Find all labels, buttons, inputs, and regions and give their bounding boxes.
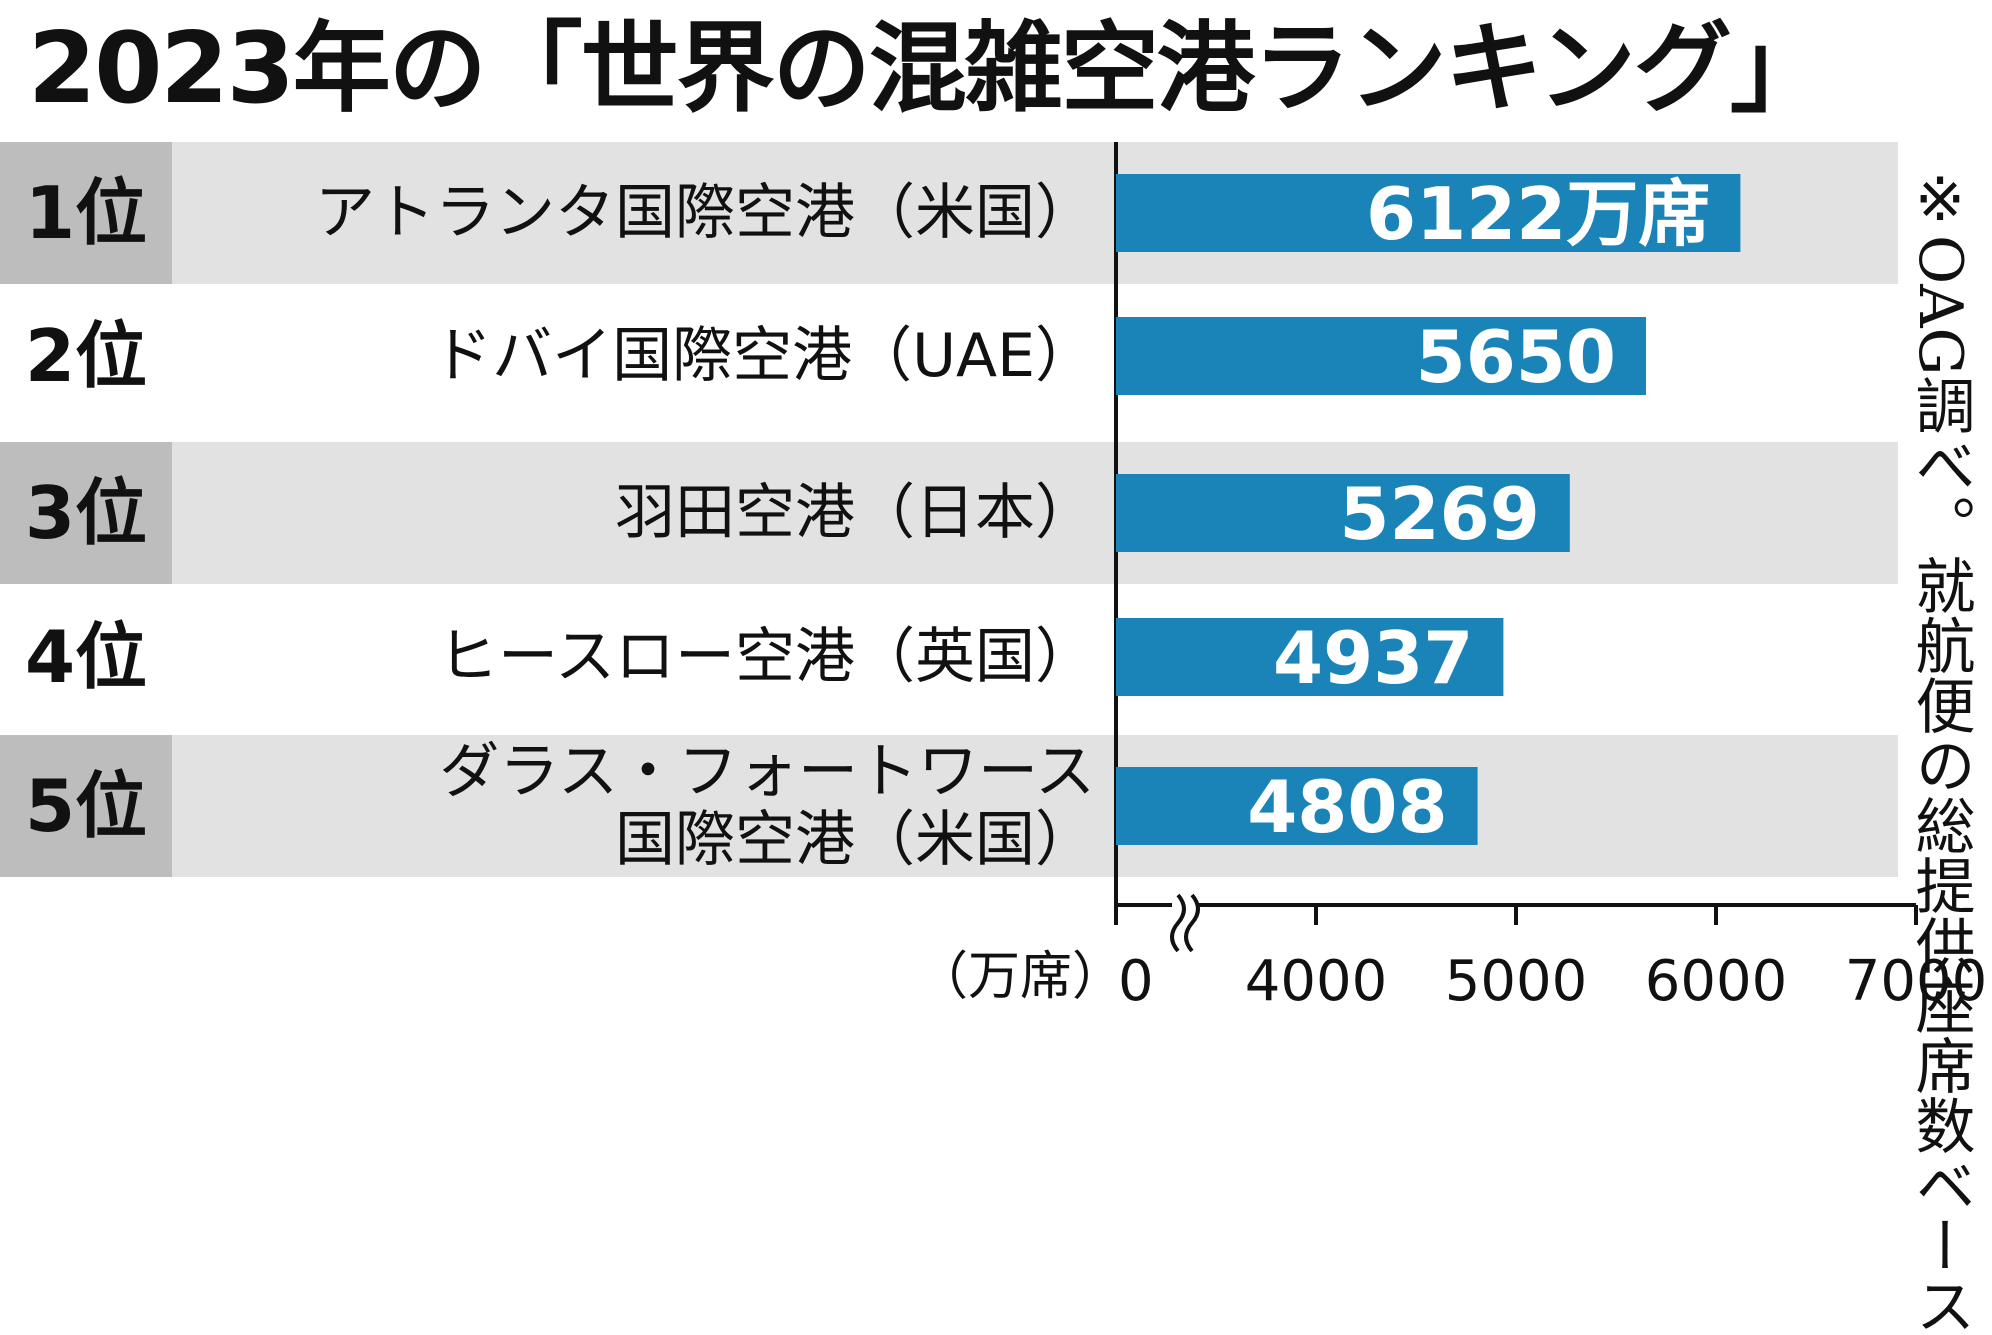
x-tick-label: 5000 xyxy=(1445,949,1588,1014)
rank-label: 2位 xyxy=(24,314,148,398)
source-note: ※OAG調べ。就航便の総提供座席数ベース xyxy=(1905,165,1975,1335)
airport-name: ヒースロー空港（英国） xyxy=(180,586,1095,728)
axis-break-mark xyxy=(1184,893,1200,953)
airport-name: アトランタ国際空港（米国） xyxy=(180,142,1095,284)
x-tick-label: 0 xyxy=(1118,949,1154,1014)
x-tick-label: 4000 xyxy=(1245,949,1388,1014)
bar xyxy=(1116,618,1504,696)
bar-value-label: 6122万席 xyxy=(1366,172,1710,256)
bar-chart: 6122万席 5650 5269 4937 4808 0 4000 5000 6000 7000 xyxy=(1114,142,1988,1014)
rank-label: 1位 xyxy=(0,142,172,284)
x-tick-label: 7000 xyxy=(1845,949,1988,1014)
airport-name: ドバイ国際空港（UAE） xyxy=(180,285,1095,427)
airport-name-line: ヒースロー空港（英国） xyxy=(438,622,1095,692)
x-tick-label: 6000 xyxy=(1645,949,1788,1014)
unit-label: （万席） xyxy=(916,947,1125,1007)
row-background xyxy=(0,735,1898,877)
bar xyxy=(1116,317,1646,395)
airport-name-line: ドバイ国際空港（UAE） xyxy=(432,321,1095,391)
airport-name-line: アトランタ国際空港（米国） xyxy=(315,178,1095,248)
bar xyxy=(1116,767,1478,845)
airport-name-line: 羽田空港（日本） xyxy=(615,478,1095,548)
rank-label: 5位 xyxy=(0,735,172,877)
rank-label: 4位 xyxy=(24,615,148,699)
airport-name: ダラス・フォートワース 国際空港（米国） xyxy=(180,735,1095,877)
airport-name-line: 国際空港（米国） xyxy=(615,805,1095,875)
bar xyxy=(1116,474,1570,552)
bar-value-label: 5650 xyxy=(1416,315,1616,399)
airport-name: 羽田空港（日本） xyxy=(180,442,1095,584)
airport-name-line: ダラス・フォートワース xyxy=(439,737,1095,807)
rank-label: 3位 xyxy=(0,442,172,584)
bar xyxy=(1116,174,1741,252)
axis-break-mark xyxy=(1170,893,1186,953)
page-title: 2023年の「世界の混雑空港ランキング」 xyxy=(28,12,1828,126)
bar-value-label: 4808 xyxy=(1247,765,1447,849)
row-background xyxy=(0,442,1898,584)
bar-value-label: 4937 xyxy=(1273,616,1473,700)
bar-value-label: 5269 xyxy=(1339,472,1539,556)
